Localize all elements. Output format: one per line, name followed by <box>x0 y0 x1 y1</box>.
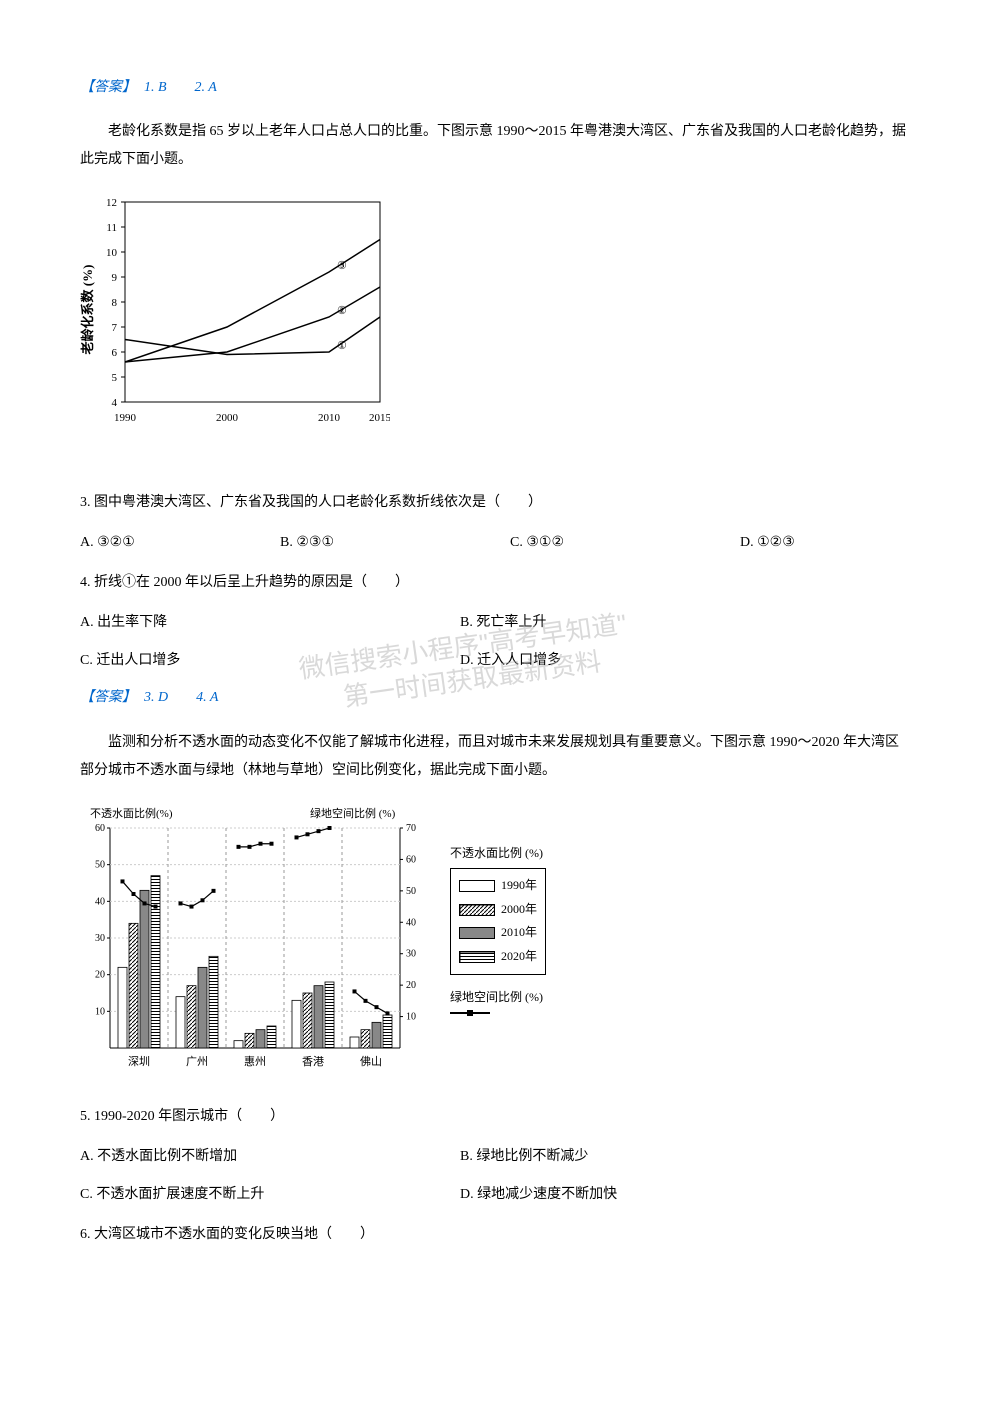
bar-chart: 不透水面比例(%) 绿地空间比例 (%) 10 20 30 40 50 60 10 20 30 40 5… <box>80 803 430 1073</box>
q4-option-b: B. 死亡率上升 <box>460 609 912 637</box>
svg-text:20: 20 <box>406 980 416 991</box>
q4-options-row2: C. 迁出人口增多 D. 迁入人口增多 <box>80 647 912 675</box>
svg-text:2000: 2000 <box>216 412 239 424</box>
legend-line <box>450 1012 546 1014</box>
svg-text:50: 50 <box>406 885 416 896</box>
svg-text:30: 30 <box>406 948 416 959</box>
svg-text:50: 50 <box>95 859 105 870</box>
svg-text:绿地空间比例 (%): 绿地空间比例 (%) <box>310 806 396 820</box>
question-4: 4. 折线①在 2000 年以后呈上升趋势的原因是（ ） <box>80 569 912 597</box>
q5-option-c: C. 不透水面扩展速度不断上升 <box>80 1181 460 1209</box>
q3-option-b: B. ②③① <box>280 529 510 557</box>
legend-2000: 2000年 <box>459 899 537 921</box>
svg-text:10: 10 <box>95 1006 105 1017</box>
svg-text:60: 60 <box>406 854 416 865</box>
svg-text:6: 6 <box>112 347 118 359</box>
svg-text:30: 30 <box>95 933 105 944</box>
svg-text:9: 9 <box>112 272 118 284</box>
svg-text:2010: 2010 <box>318 412 341 424</box>
svg-text:40: 40 <box>406 917 416 928</box>
legend-line-title: 绿地空间比例 (%) <box>450 987 546 1009</box>
question-3: 3. 图中粤港澳大湾区、广东省及我国的人口老龄化系数折线依次是（ ） <box>80 489 912 517</box>
question-5: 5. 1990-2020 年图示城市（ ） <box>80 1103 912 1131</box>
q4-option-d: D. 迁入人口增多 <box>460 647 912 675</box>
intro-paragraph-1: 老龄化系数是指 65 岁以上老年人口占总人口的比重。下图示意 1990～2015… <box>80 118 912 174</box>
legend-bars-title: 不透水面比例 (%) <box>450 843 546 865</box>
svg-text:11: 11 <box>106 222 117 234</box>
svg-text:1990: 1990 <box>114 412 137 424</box>
q5-option-d: D. 绿地减少速度不断加快 <box>460 1181 912 1209</box>
svg-text:广州: 广州 <box>186 1055 208 1068</box>
intro-paragraph-2: 监测和分析不透水面的动态变化不仅能了解城市化进程，而且对城市未来发展规划具有重要… <box>80 729 912 785</box>
q4-options-row1: A. 出生率下降 B. 死亡率上升 <box>80 609 912 637</box>
q5-option-a: A. 不透水面比例不断增加 <box>80 1143 460 1171</box>
answer-label: 【答案】 <box>80 80 136 95</box>
answer-text-2: 3. D 4. A <box>144 690 218 705</box>
svg-text:20: 20 <box>95 969 105 980</box>
line-chart: 4 5 6 7 8 9 10 11 12 1990 2000 2010 2015 老龄化系数 (%) ③ ② ① <box>80 192 390 462</box>
svg-text:惠州: 惠州 <box>244 1054 266 1068</box>
q5-options-row2: C. 不透水面扩展速度不断上升 D. 绿地减少速度不断加快 <box>80 1181 912 1209</box>
svg-text:深圳: 深圳 <box>128 1055 150 1068</box>
line-chart-container: 4 5 6 7 8 9 10 11 12 1990 2000 2010 2015 老龄化系数 (%) ③ ② ① <box>80 192 912 471</box>
svg-text:5: 5 <box>112 372 118 384</box>
question-6: 6. 大湾区城市不透水面的变化反映当地（ ） <box>80 1221 912 1249</box>
svg-text:70: 70 <box>406 823 416 834</box>
q5-options-row1: A. 不透水面比例不断增加 B. 绿地比例不断减少 <box>80 1143 912 1171</box>
q3-option-d: D. ①②③ <box>740 529 912 557</box>
legend-2020: 2020年 <box>459 946 537 968</box>
svg-text:60: 60 <box>95 823 105 834</box>
bar-chart-container: 不透水面比例(%) 绿地空间比例 (%) 10 20 30 40 50 60 10 20 30 40 5… <box>80 803 912 1073</box>
svg-text:不透水面比例(%): 不透水面比例(%) <box>90 806 173 820</box>
svg-text:香港: 香港 <box>302 1055 324 1068</box>
svg-text:10: 10 <box>106 247 118 259</box>
svg-text:10: 10 <box>406 1011 416 1022</box>
answer-label-2: 【答案】 <box>80 690 136 705</box>
q3-option-a: A. ③②① <box>80 529 280 557</box>
q4-option-c: C. 迁出人口增多 <box>80 647 460 675</box>
svg-text:12: 12 <box>106 197 117 209</box>
svg-text:8: 8 <box>112 297 118 309</box>
svg-text:①: ① <box>337 340 347 352</box>
legend-2010: 2010年 <box>459 922 537 944</box>
q3-options: A. ③②① B. ②③① C. ③①② D. ①②③ <box>80 529 912 557</box>
q4-option-a: A. 出生率下降 <box>80 609 460 637</box>
svg-text:2015: 2015 <box>369 412 390 424</box>
svg-text:7: 7 <box>112 322 118 334</box>
answer-text: 1. B 2. A <box>144 80 217 95</box>
answer-block-1: 【答案】 1. B 2. A <box>80 75 912 100</box>
svg-text:佛山: 佛山 <box>360 1055 382 1068</box>
legend-1990: 1990年 <box>459 875 537 897</box>
svg-text:40: 40 <box>95 896 105 907</box>
svg-text:③: ③ <box>337 260 347 272</box>
svg-text:4: 4 <box>112 397 118 409</box>
svg-text:老龄化系数 (%): 老龄化系数 (%) <box>80 265 95 356</box>
svg-text:②: ② <box>337 305 347 317</box>
q5-option-b: B. 绿地比例不断减少 <box>460 1143 912 1171</box>
answer-block-2: 【答案】 3. D 4. A <box>80 685 912 710</box>
chart2-legend: 不透水面比例 (%) 1990年 2000年 2010年 2020年 绿地空间比… <box>450 843 546 1017</box>
q3-option-c: C. ③①② <box>510 529 740 557</box>
